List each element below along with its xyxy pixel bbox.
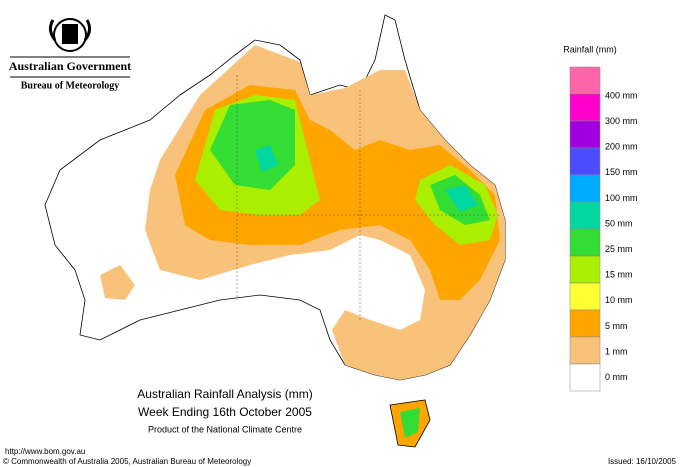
legend: 400 mm 300 mm 200 mm 150 mm 100 mm 50 mm 25 mm… (569, 66, 638, 392)
legend-swatch (569, 336, 601, 365)
legend-swatch (569, 66, 601, 95)
map-title: Australian Rainfall Analysis (mm) (137, 387, 312, 401)
legend-swatch (569, 255, 601, 284)
legend-label: 10 mm (605, 295, 633, 305)
legend-label: 100 mm (605, 193, 638, 203)
legend-label: 400 mm (605, 90, 638, 100)
legend-swatch (569, 363, 601, 392)
legend-label: 50 mm (605, 218, 633, 228)
legend-label: 0 mm (605, 372, 628, 382)
legend-label: 300 mm (605, 116, 638, 126)
legend-swatch (569, 228, 601, 257)
legend-swatch (569, 93, 601, 122)
legend-label: 150 mm (605, 167, 638, 177)
legend-swatch (569, 201, 601, 230)
organisation: Australian Government (9, 59, 131, 73)
map-note: Product of the National Climate Centre (148, 424, 302, 434)
legend-swatch (569, 147, 601, 176)
legend-title: Rainfall (mm) (563, 44, 617, 54)
map (44, 14, 506, 448)
footer-issued: Issued: 16/10/2005 (608, 457, 677, 466)
footer-copyright: © Commonwealth of Australia 2005, Austra… (3, 457, 251, 466)
bureau: Bureau of Meteorology (21, 80, 120, 91)
legend-label: 15 mm (605, 270, 633, 280)
logo (10, 18, 130, 58)
map-subtitle: Week Ending 16th October 2005 (138, 405, 312, 419)
legend-label: 5 mm (605, 321, 628, 331)
legend-label: 1 mm (605, 346, 628, 356)
legend-swatch (569, 120, 601, 149)
legend-label: 25 mm (605, 244, 633, 254)
footer-url: http://www.bom.gov.au (5, 447, 85, 456)
legend-label: 200 mm (605, 142, 638, 152)
legend-swatch (569, 174, 601, 203)
legend-swatch (569, 282, 601, 311)
legend-swatch (569, 309, 601, 338)
